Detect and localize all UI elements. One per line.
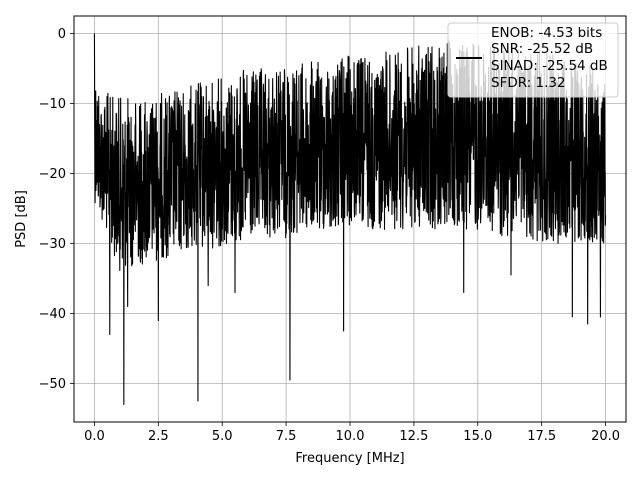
x-tick-label: 7.5 <box>276 429 297 444</box>
legend-frame <box>447 22 619 98</box>
y-tick-label: −20 <box>39 167 66 182</box>
psd-series-line <box>93 33 607 406</box>
y-tick-label: −30 <box>39 237 66 252</box>
y-tick-label: −10 <box>39 97 66 112</box>
legend-line-enob: ENOB: -4.53 bits <box>491 25 602 41</box>
x-tick-label: 17.5 <box>527 429 556 444</box>
x-tick-label: 0.0 <box>84 429 105 444</box>
x-tick-label: 5.0 <box>212 429 233 444</box>
x-tick-label: 15.0 <box>463 429 492 444</box>
y-tick-label: −40 <box>39 307 66 322</box>
x-axis-label: Frequency [MHz] <box>295 451 404 466</box>
legend-line-sfdr: SFDR: 1.32 <box>491 75 566 91</box>
axis-ticks: 0.0 2.5 5.0 7.5 10.0 12.5 15.0 17.5 20.0 0 −10 −20 −… <box>39 27 620 444</box>
legend: ENOB: -4.53 bits SNR: -25.52 dB SINAD: -… <box>447 22 619 98</box>
legend-line-sinad: SINAD: -25.54 dB <box>491 58 608 74</box>
y-tick-label: 0 <box>58 27 66 42</box>
x-tick-label: 12.5 <box>399 429 428 444</box>
y-axis-label: PSD [dB] <box>14 190 29 248</box>
x-tick-label: 2.5 <box>148 429 169 444</box>
legend-line-snr: SNR: -25.52 dB <box>491 41 593 57</box>
x-tick-label: 10.0 <box>336 429 365 444</box>
x-tick-label: 20.0 <box>591 429 620 444</box>
y-tick-label: −50 <box>39 377 66 392</box>
data-area <box>93 33 607 406</box>
